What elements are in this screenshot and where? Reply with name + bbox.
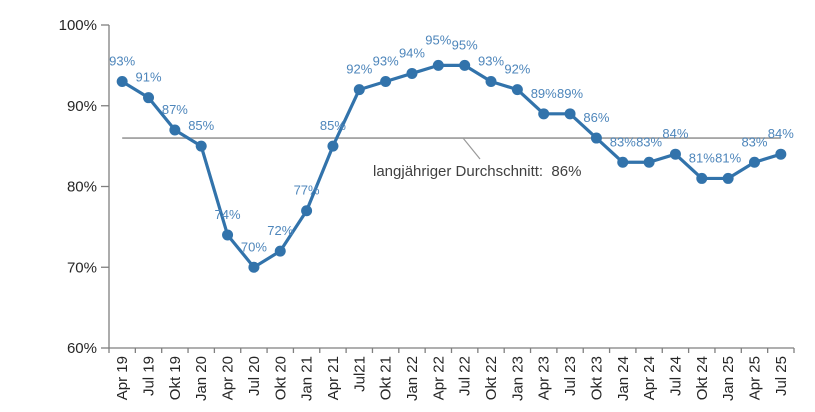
data-point-label: 84% bbox=[768, 126, 794, 141]
x-tick-label: Jul21 bbox=[351, 356, 368, 392]
data-point-label: 85% bbox=[188, 118, 214, 133]
data-point bbox=[406, 67, 418, 79]
data-point bbox=[643, 156, 655, 168]
x-tick-label: Apr 24 bbox=[641, 356, 658, 400]
data-point-label: 74% bbox=[215, 207, 241, 222]
data-point-label: 87% bbox=[162, 102, 188, 117]
data-point bbox=[459, 59, 471, 71]
x-tick-label: Okt 21 bbox=[378, 356, 395, 400]
data-point-label: 89% bbox=[531, 86, 557, 101]
data-point-label: 95% bbox=[425, 32, 451, 47]
x-tick-label: Okt 19 bbox=[167, 356, 184, 400]
data-point-label: 70% bbox=[241, 239, 267, 254]
y-tick-label: 60% bbox=[67, 340, 97, 357]
data-point-label: 92% bbox=[346, 62, 372, 77]
data-point bbox=[274, 245, 286, 257]
x-tick-label: Jul 25 bbox=[773, 356, 790, 396]
data-point bbox=[432, 59, 444, 71]
x-tick-label: Jan 21 bbox=[299, 356, 316, 401]
data-point bbox=[380, 76, 392, 88]
average-annotation: langjähriger Durchschnitt: 86% bbox=[373, 163, 582, 180]
data-point-label: 86% bbox=[583, 110, 609, 125]
x-tick-label: Jan 24 bbox=[615, 356, 632, 401]
x-tick-label: Jan 25 bbox=[720, 356, 737, 401]
data-point-label: 92% bbox=[504, 62, 530, 77]
data-point bbox=[775, 148, 787, 160]
data-point-label: 83% bbox=[610, 134, 636, 149]
x-tick-label: Okt 20 bbox=[272, 356, 289, 400]
x-tick-label: Okt 22 bbox=[483, 356, 500, 400]
data-point bbox=[301, 205, 313, 217]
data-point-label: 81% bbox=[715, 150, 741, 165]
data-point-label: 81% bbox=[689, 150, 715, 165]
x-tick-label: Apr 25 bbox=[746, 356, 763, 400]
data-point-label: 77% bbox=[294, 183, 320, 198]
data-point bbox=[590, 132, 602, 144]
data-point-label: 91% bbox=[136, 70, 162, 85]
data-point-label: 94% bbox=[399, 45, 425, 60]
data-point bbox=[327, 140, 339, 152]
x-tick-label: Jul 23 bbox=[562, 356, 579, 396]
x-tick-label: Apr 22 bbox=[430, 356, 447, 400]
data-point bbox=[696, 172, 708, 184]
data-point bbox=[485, 76, 497, 88]
data-point bbox=[722, 172, 734, 184]
annotation-leader-line bbox=[462, 137, 481, 160]
data-point bbox=[195, 140, 207, 152]
data-point bbox=[143, 92, 155, 104]
x-tick-label: Okt 23 bbox=[588, 356, 605, 400]
data-point bbox=[353, 84, 365, 96]
x-tick-label: Jul 19 bbox=[141, 356, 158, 396]
x-tick-label: Jan 23 bbox=[509, 356, 526, 401]
x-tick-label: Jan 22 bbox=[404, 356, 421, 401]
data-point-label: 93% bbox=[478, 54, 504, 69]
data-point bbox=[617, 156, 629, 168]
y-tick-label: 70% bbox=[67, 259, 97, 276]
x-tick-label: Apr 19 bbox=[114, 356, 131, 400]
data-point bbox=[669, 148, 681, 160]
data-point bbox=[222, 229, 234, 241]
data-point bbox=[748, 156, 760, 168]
x-tick-label: Apr 21 bbox=[325, 356, 342, 400]
data-point-label: 83% bbox=[741, 134, 767, 149]
y-tick-label: 90% bbox=[67, 98, 97, 115]
data-point-label: 84% bbox=[662, 126, 688, 141]
x-tick-label: Apr 20 bbox=[220, 356, 237, 400]
data-point bbox=[116, 76, 128, 88]
data-point bbox=[169, 124, 181, 136]
x-tick-label: Okt 24 bbox=[694, 356, 711, 400]
x-tick-label: Jul 20 bbox=[246, 356, 263, 396]
x-tick-label: Apr 23 bbox=[536, 356, 553, 400]
x-tick-label: Jul 22 bbox=[457, 356, 474, 396]
data-point-label: 85% bbox=[320, 118, 346, 133]
data-point-label: 95% bbox=[452, 37, 478, 52]
data-point-label: 89% bbox=[557, 86, 583, 101]
y-tick-label: 100% bbox=[59, 17, 97, 34]
x-tick-label: Jul 24 bbox=[667, 356, 684, 396]
data-point bbox=[538, 108, 550, 120]
data-point-label: 93% bbox=[373, 54, 399, 69]
data-point-label: 83% bbox=[636, 134, 662, 149]
data-point bbox=[564, 108, 576, 120]
y-tick-label: 80% bbox=[67, 179, 97, 196]
x-tick-label: Jan 20 bbox=[193, 356, 210, 401]
data-point-label: 93% bbox=[109, 54, 135, 69]
data-point-label: 72% bbox=[267, 223, 293, 238]
data-point bbox=[511, 84, 523, 96]
data-point bbox=[248, 261, 260, 273]
